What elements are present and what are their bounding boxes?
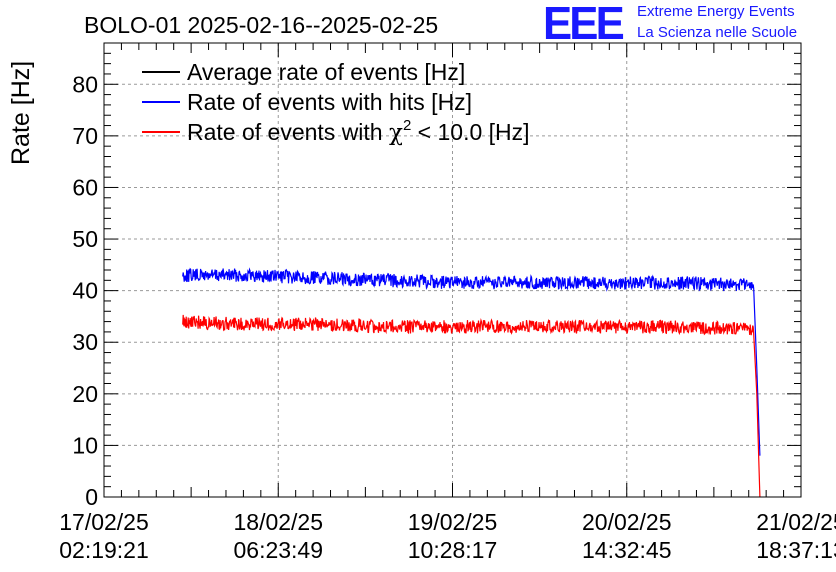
x-tick-label-time: 18:37:13: [756, 537, 836, 563]
y-tick-label: 80: [72, 71, 98, 97]
x-tick-label-time: 02:19:21: [59, 537, 149, 563]
logo-line-2: La Scienza nelle Scuole: [637, 24, 798, 41]
y-axis-label: Rate [Hz]: [7, 61, 35, 165]
x-tick-label-date: 18/02/25: [233, 509, 323, 535]
series-line-2: [182, 314, 761, 498]
y-tick-label: 70: [72, 123, 98, 149]
legend: Average rate of events [Hz] Rate of event…: [142, 59, 530, 146]
legend-label-prefix: Rate of events with: [187, 119, 389, 145]
legend-label: Rate of events with χ2 < 10.0 [Hz]: [187, 117, 530, 146]
series-line-1: [182, 267, 761, 456]
legend-label: Rate of events with hits [Hz]: [187, 89, 472, 115]
logo-line-1: Extreme Energy Events: [637, 3, 795, 20]
x-tick-label-date: 19/02/25: [408, 509, 498, 535]
eee-logo: EEE: [543, 0, 625, 49]
y-tick-label: 50: [72, 226, 98, 252]
y-tick-label: 0: [85, 484, 98, 510]
x-tick-label-date: 17/02/25: [59, 509, 149, 535]
x-tick-label-time: 14:32:45: [582, 537, 672, 563]
legend-superscript: 2: [403, 117, 411, 134]
legend-label-suffix: < 10.0 [Hz]: [411, 119, 529, 145]
y-tick-label: 10: [72, 432, 98, 458]
chart-title: BOLO-01 2025-02-16--2025-02-25: [84, 12, 438, 38]
y-axis: 0 10 20 30 40 50 60 70 80: [72, 42, 801, 510]
y-tick-label: 20: [72, 381, 98, 407]
x-tick-label-date: 20/02/25: [582, 509, 672, 535]
legend-label: Average rate of events [Hz]: [187, 59, 465, 85]
x-tick-label-time: 10:28:17: [408, 537, 498, 563]
x-tick-label-time: 06:23:49: [233, 537, 323, 563]
y-tick-label: 60: [72, 174, 98, 200]
y-tick-label: 30: [72, 329, 98, 355]
grid-lines: [104, 43, 801, 497]
y-tick-label: 40: [72, 278, 98, 304]
series-layer: [182, 267, 761, 498]
legend-chi-symbol: χ: [389, 120, 403, 146]
x-tick-label-date: 21/02/25: [756, 509, 836, 535]
